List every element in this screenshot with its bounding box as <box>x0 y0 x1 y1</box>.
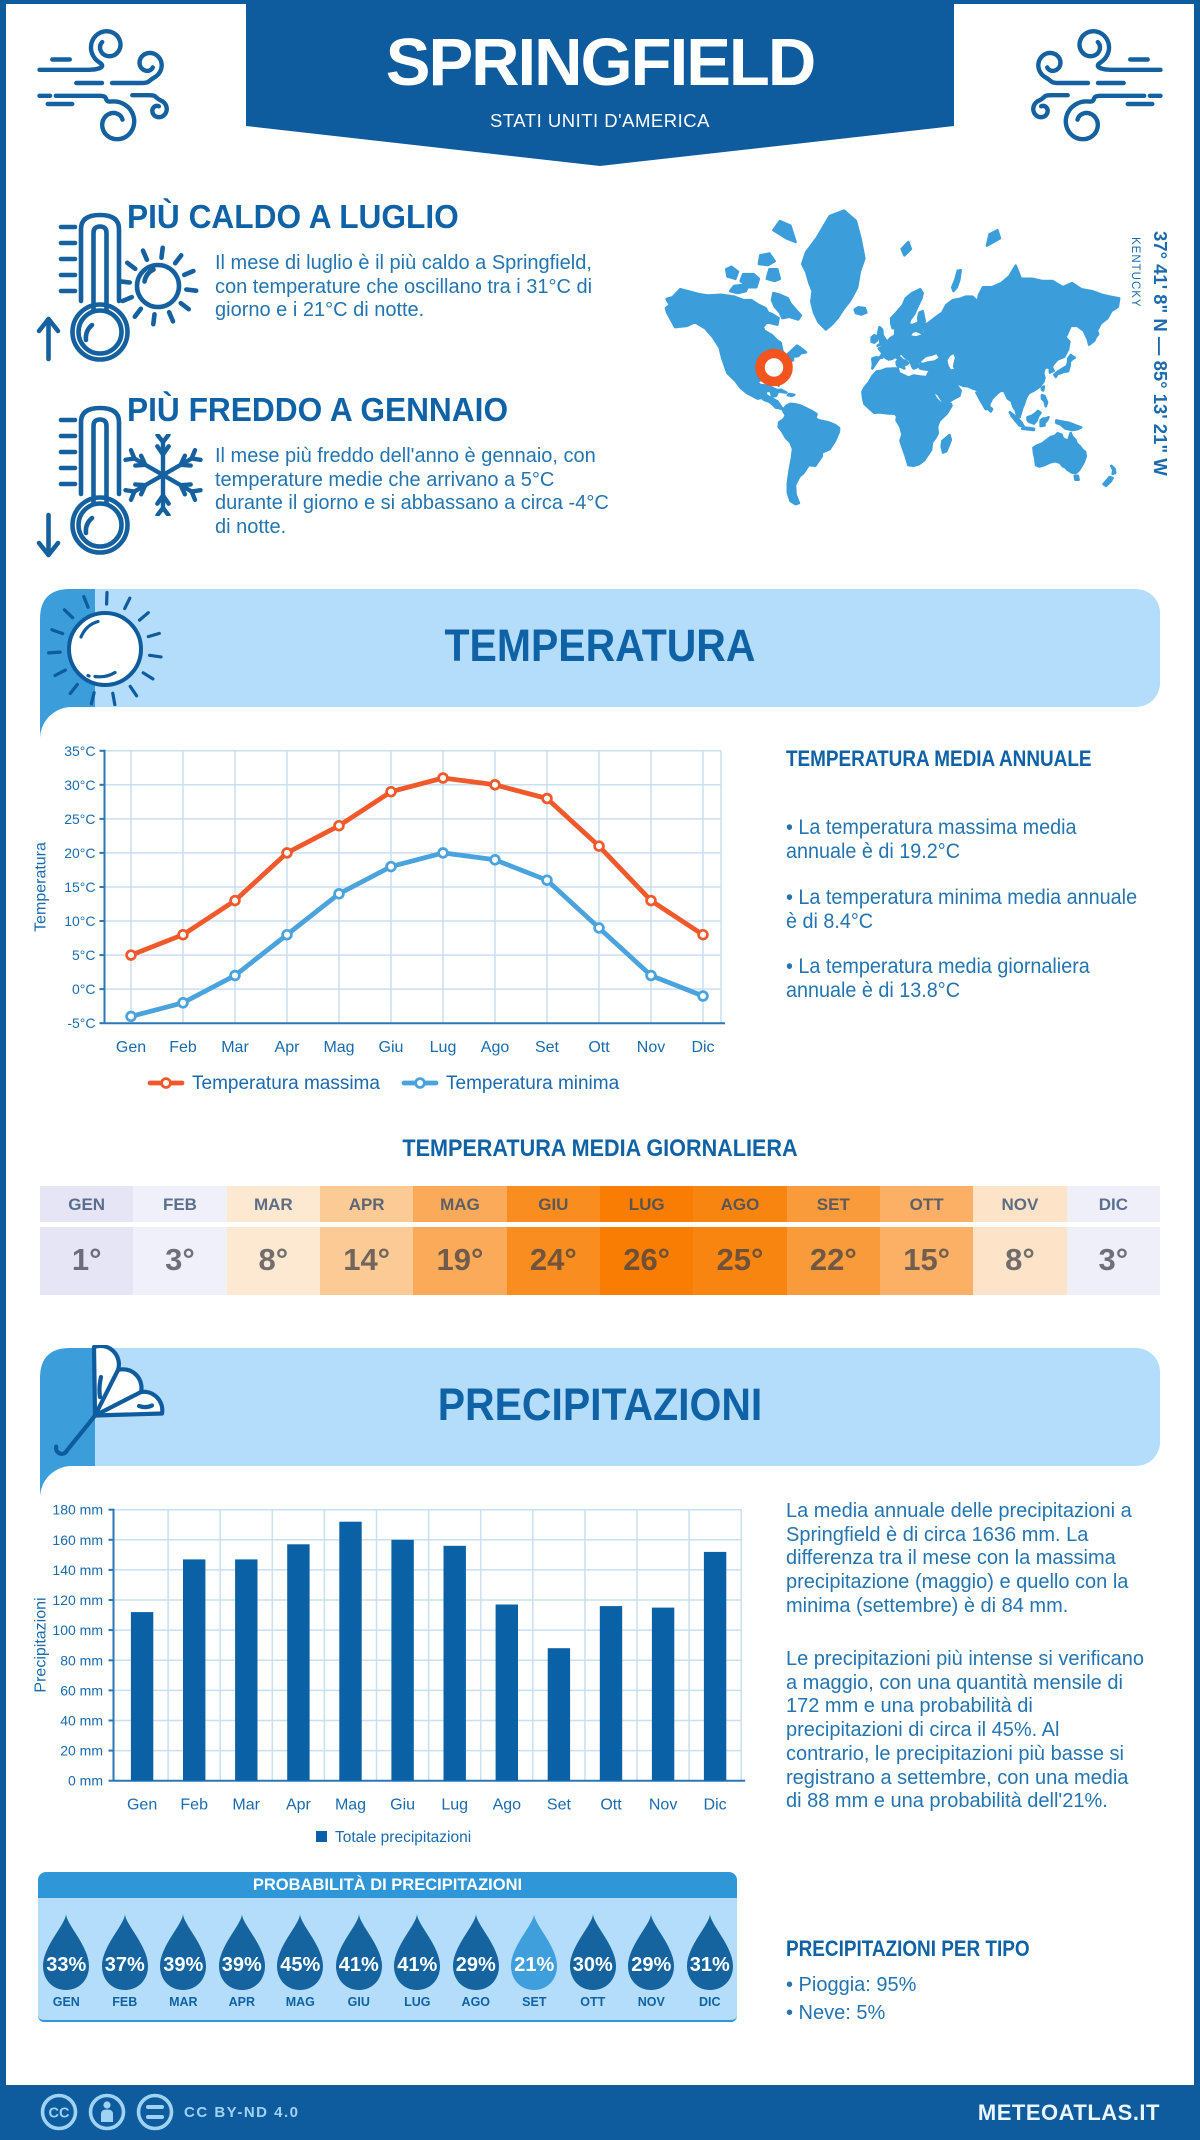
svg-text:Set: Set <box>535 1039 560 1056</box>
svg-text:30°C: 30°C <box>64 777 95 793</box>
svg-text:Temperatura minima: Temperatura minima <box>446 1073 620 1094</box>
svg-text:Mar: Mar <box>221 1039 249 1056</box>
svg-text:10°C: 10°C <box>64 913 95 929</box>
svg-text:Giu: Giu <box>390 1797 415 1814</box>
svg-text:25°C: 25°C <box>64 811 95 827</box>
svg-text:Set: Set <box>547 1797 572 1814</box>
svg-text:Apr: Apr <box>286 1797 312 1814</box>
svg-text:Ott: Ott <box>588 1039 610 1056</box>
svg-text:15°C: 15°C <box>64 879 95 895</box>
svg-text:20 mm: 20 mm <box>60 1743 103 1759</box>
svg-text:0°C: 0°C <box>72 981 96 997</box>
svg-text:Lug: Lug <box>430 1039 457 1056</box>
svg-text:Lug: Lug <box>441 1797 468 1814</box>
svg-text:Ago: Ago <box>493 1797 522 1814</box>
svg-text:Giu: Giu <box>379 1039 404 1056</box>
svg-text:Dic: Dic <box>704 1797 727 1814</box>
svg-text:Temperatura massima: Temperatura massima <box>192 1073 380 1094</box>
svg-text:180 mm: 180 mm <box>52 1502 103 1518</box>
svg-text:Ago: Ago <box>481 1039 510 1056</box>
svg-text:Apr: Apr <box>275 1039 301 1056</box>
svg-text:35°C: 35°C <box>64 743 95 759</box>
svg-text:100 mm: 100 mm <box>52 1622 103 1638</box>
svg-text:Dic: Dic <box>691 1039 714 1056</box>
svg-text:Feb: Feb <box>180 1797 208 1814</box>
svg-text:Gen: Gen <box>116 1039 146 1056</box>
svg-text:Nov: Nov <box>649 1797 677 1814</box>
svg-text:Mag: Mag <box>335 1797 366 1814</box>
svg-text:-5°C: -5°C <box>67 1015 95 1031</box>
svg-text:Mar: Mar <box>232 1797 260 1814</box>
svg-text:0 mm: 0 mm <box>68 1773 103 1789</box>
svg-text:60 mm: 60 mm <box>60 1682 103 1698</box>
svg-text:40 mm: 40 mm <box>60 1713 103 1729</box>
svg-text:Gen: Gen <box>127 1797 157 1814</box>
svg-text:Temperatura: Temperatura <box>33 842 50 932</box>
svg-text:140 mm: 140 mm <box>52 1562 103 1578</box>
svg-text:Mag: Mag <box>323 1039 354 1056</box>
svg-text:Ott: Ott <box>600 1797 622 1814</box>
svg-text:Precipitazioni: Precipitazioni <box>33 1597 50 1692</box>
svg-text:5°C: 5°C <box>72 947 96 963</box>
svg-text:Totale precipitazioni: Totale precipitazioni <box>335 1829 471 1846</box>
svg-text:20°C: 20°C <box>64 845 95 861</box>
svg-text:120 mm: 120 mm <box>52 1592 103 1608</box>
svg-text:Nov: Nov <box>637 1039 665 1056</box>
svg-text:160 mm: 160 mm <box>52 1532 103 1548</box>
svg-text:80 mm: 80 mm <box>60 1652 103 1668</box>
svg-text:Feb: Feb <box>169 1039 197 1056</box>
svg-text:CC: CC <box>49 2106 70 2122</box>
